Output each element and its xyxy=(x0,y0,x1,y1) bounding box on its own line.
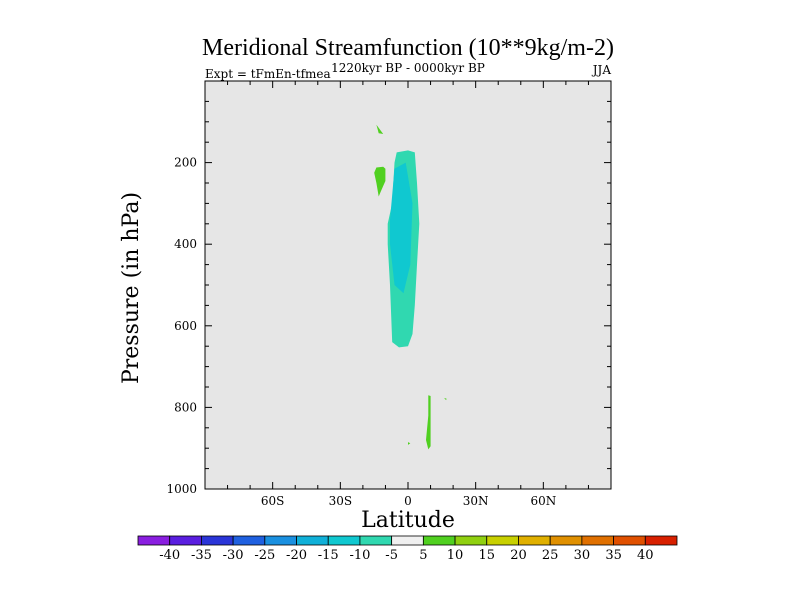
colorbar-label: 25 xyxy=(542,548,559,563)
positive-upper-region-2 xyxy=(374,166,386,197)
colorbar-label: -30 xyxy=(223,548,244,563)
colorbar-label: -35 xyxy=(191,548,212,563)
season-label: JJA xyxy=(591,63,612,77)
colorbar-swatch xyxy=(169,535,202,546)
x-tick-label: 60N xyxy=(530,494,556,508)
x-tick-label: 30S xyxy=(329,494,353,508)
y-tick-label: 1000 xyxy=(166,482,197,496)
colorbar-swatch xyxy=(296,535,329,546)
y-tick-label: 600 xyxy=(174,319,197,333)
colorbar-swatch xyxy=(581,535,614,546)
x-axis-label: Latitude xyxy=(361,508,455,533)
colorbar-label: 5 xyxy=(419,548,427,563)
colorbar-swatch xyxy=(613,535,646,546)
colorbar: -40 -35 -30 -25 -20 -15 -10 -5 5 10 15 20 25 30 35 40 xyxy=(137,535,678,563)
colorbar-label: -10 xyxy=(349,548,370,563)
y-tick-label: 400 xyxy=(174,237,197,251)
colorbar-label: -15 xyxy=(318,548,339,563)
y-axis-label: Pressure (in hPa) xyxy=(119,192,144,384)
colorbar-label: -5 xyxy=(385,548,398,563)
y-tick-label: 200 xyxy=(174,156,197,170)
colorbar-swatch xyxy=(327,535,361,546)
colorbar-swatch xyxy=(391,535,424,546)
colorbar-label: 30 xyxy=(574,548,591,563)
colorbar-label: -25 xyxy=(254,548,275,563)
x-tick-label: 0 xyxy=(404,494,412,508)
negative-inner-region xyxy=(390,162,413,294)
chart-title: Meridional Streamfunction (10**9kg/m-2) xyxy=(202,35,614,61)
colorbar-swatch xyxy=(644,535,678,546)
colorbar-swatch xyxy=(232,535,266,546)
colorbar-label: 40 xyxy=(637,548,654,563)
colorbar-swatch xyxy=(264,535,297,546)
x-tick-label: 30N xyxy=(463,494,489,508)
colorbar-swatch xyxy=(422,535,456,546)
plot-layer xyxy=(205,81,611,489)
tick-layer: 60S 30S 0 30N 60N 200 400 600 800 1000 xyxy=(166,81,611,508)
colorbar-label: -20 xyxy=(286,548,307,563)
colorbar-swatch xyxy=(549,535,583,546)
time-range-label: 1220kyr BP - 0000kyr BP xyxy=(331,61,485,75)
positive-lower-region-3 xyxy=(444,398,447,401)
positive-upper-region-1 xyxy=(376,124,384,134)
colorbar-swatch xyxy=(201,535,234,546)
x-tick-label: 60S xyxy=(261,494,285,508)
colorbar-swatch xyxy=(518,535,551,546)
colorbar-swatch xyxy=(137,535,171,546)
colorbar-label: -40 xyxy=(159,548,180,563)
colorbar-label: 35 xyxy=(605,548,622,563)
positive-lower-region-2 xyxy=(408,442,411,445)
colorbar-swatch xyxy=(486,535,519,546)
colorbar-label: 20 xyxy=(510,548,527,563)
y-tick-label: 800 xyxy=(174,400,197,414)
positive-lower-region-1 xyxy=(426,395,431,450)
colorbar-swatch xyxy=(454,535,488,546)
experiment-label: Expt = tFmEn-tfmea xyxy=(205,67,331,81)
colorbar-swatch xyxy=(359,535,393,546)
colorbar-label: 10 xyxy=(447,548,464,563)
colorbar-label: 15 xyxy=(478,548,495,563)
